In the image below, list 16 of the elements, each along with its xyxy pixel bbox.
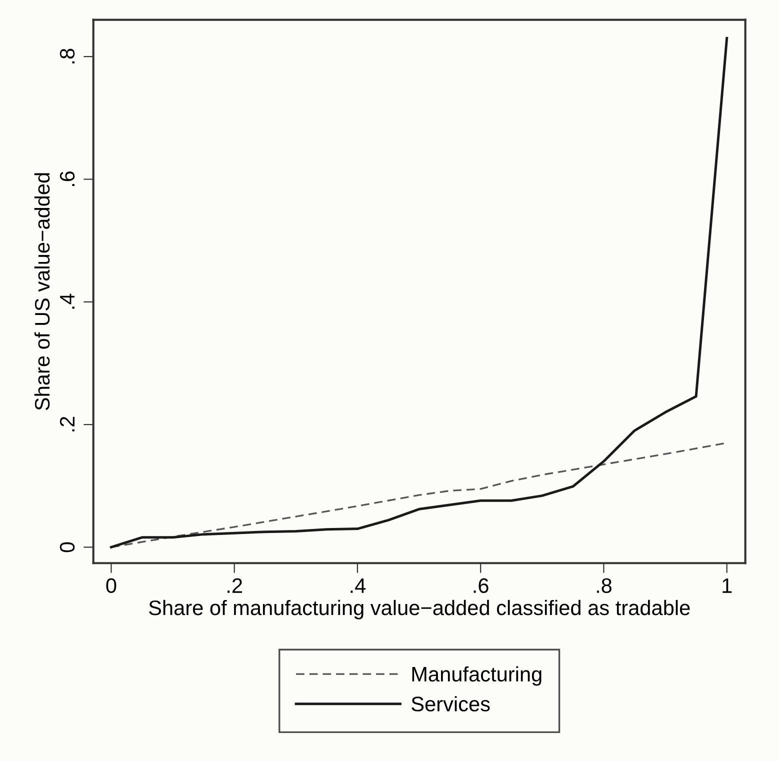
legend-label: Manufacturing [412, 666, 542, 686]
y-tick-label: 0 [60, 542, 75, 552]
x-tick-label: .4 [350, 578, 366, 593]
y-tick-label: .6 [60, 171, 75, 186]
line-series [110, 36, 728, 548]
x-tick-label: 1 [722, 578, 732, 593]
y-tick-label: .8 [60, 48, 75, 64]
x-tick-label: .8 [596, 578, 612, 594]
x-tick-label: .6 [474, 578, 488, 594]
y-tick-label: .2 [60, 416, 74, 432]
x-axis-title: Share of manufacturing value−added classified as tradable [149, 600, 690, 620]
x-tick-label: 0 [106, 578, 116, 594]
legend-label: Services [412, 696, 490, 712]
y-axis-title: Share of US value−added [34, 173, 50, 410]
y-tick-label: .4 [60, 294, 74, 309]
x-tick-label: .2 [228, 578, 242, 593]
